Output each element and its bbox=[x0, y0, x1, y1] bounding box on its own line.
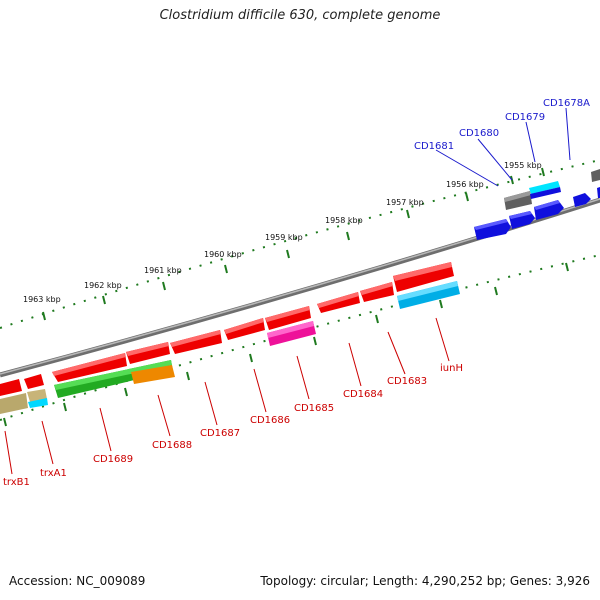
map-title: Clostridium difficile 630, complete geno… bbox=[159, 8, 441, 23]
gene-feature bbox=[265, 306, 310, 322]
gene-feature bbox=[170, 330, 221, 347]
gene-feature bbox=[131, 365, 175, 384]
gene-label: CD1680 bbox=[459, 128, 499, 139]
accession-label: Accession: NC_009089 bbox=[9, 574, 146, 588]
scale-labels: 1955 kbp 1956 kbp 1957 kbp 1958 kbp 1959… bbox=[23, 161, 542, 304]
reverse-gene-labels: iunH CD1683 CD1684 CD1685 CD1686 CD1687 … bbox=[3, 363, 463, 488]
gene-label: CD1681 bbox=[414, 141, 454, 152]
inner-major-ticks bbox=[3, 262, 569, 427]
gene-feature bbox=[28, 398, 48, 408]
scale-label: 1962 kbp bbox=[84, 281, 122, 290]
gene-label: CD1688 bbox=[152, 440, 192, 451]
gene-feature bbox=[573, 193, 591, 207]
gene-feature bbox=[397, 281, 458, 301]
gene-feature bbox=[393, 262, 452, 281]
gene-feature bbox=[24, 374, 44, 389]
forward-strand-genes bbox=[474, 169, 600, 240]
gene-label: CD1683 bbox=[387, 376, 427, 387]
gene-feature bbox=[0, 379, 22, 396]
scale-label: 1955 kbp bbox=[504, 161, 542, 170]
outer-major-ticks bbox=[42, 167, 545, 321]
gene-feature bbox=[317, 292, 359, 308]
gene-feature bbox=[504, 191, 531, 202]
gene-feature bbox=[224, 318, 264, 334]
gene-feature bbox=[54, 360, 172, 390]
scale-label: 1956 kbp bbox=[446, 180, 484, 189]
gene-label: CD1684 bbox=[343, 389, 383, 400]
scale-label: 1958 kbp bbox=[325, 216, 363, 225]
gene-label: CD1685 bbox=[294, 403, 334, 414]
gene-feature bbox=[591, 169, 600, 182]
gene-label: CD1687 bbox=[200, 428, 240, 439]
outer-tick-track bbox=[0, 159, 600, 329]
gene-feature bbox=[52, 353, 126, 376]
gene-feature bbox=[529, 181, 560, 194]
scale-label: 1957 kbp bbox=[386, 198, 424, 207]
gene-feature bbox=[360, 282, 393, 295]
gene-feature bbox=[474, 219, 508, 230]
genome-summary-label: Topology: circular; Length: 4,290,252 bp… bbox=[260, 574, 590, 588]
gene-label: trxA1 bbox=[40, 468, 67, 479]
gene-feature bbox=[530, 187, 561, 199]
gene-feature bbox=[0, 393, 28, 414]
reverse-label-leaders bbox=[4, 317, 450, 475]
forward-gene-labels: CD1678A CD1679 CD1680 CD1681 bbox=[414, 98, 590, 152]
gene-label: CD1686 bbox=[250, 415, 290, 426]
gene-feature bbox=[509, 211, 532, 219]
gene-feature bbox=[267, 321, 314, 338]
gene-label: CD1679 bbox=[505, 112, 545, 123]
gene-feature bbox=[126, 342, 169, 356]
scale-label: 1963 kbp bbox=[23, 295, 61, 304]
scale-label: 1960 kbp bbox=[204, 250, 242, 259]
gene-feature bbox=[474, 219, 511, 240]
scale-label: 1961 kbp bbox=[144, 266, 182, 275]
gene-feature bbox=[597, 187, 600, 198]
reverse-strand-genes bbox=[0, 262, 460, 414]
gene-label: CD1689 bbox=[93, 454, 133, 465]
forward-label-leaders bbox=[435, 107, 571, 187]
gene-label: iunH bbox=[440, 363, 463, 374]
gene-label: CD1678A bbox=[543, 98, 590, 109]
gene-feature bbox=[27, 389, 47, 402]
gene-label: trxB1 bbox=[3, 477, 30, 488]
scale-label: 1959 kbp bbox=[265, 233, 303, 242]
gene-feature bbox=[534, 200, 560, 210]
